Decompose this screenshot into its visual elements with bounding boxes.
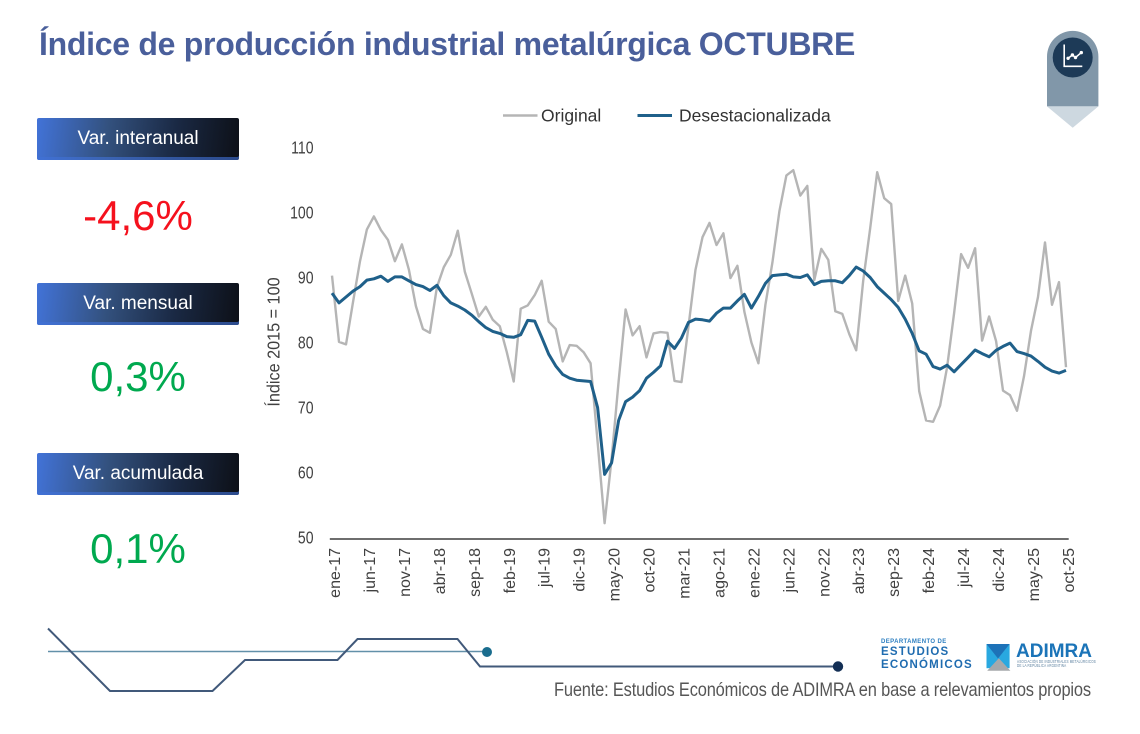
- svg-text:mar-21: mar-21: [677, 548, 694, 599]
- svg-text:feb-24: feb-24: [921, 548, 938, 593]
- svg-text:80: 80: [298, 333, 314, 353]
- svg-text:jun-17: jun-17: [362, 548, 379, 594]
- svg-text:dic-19: dic-19: [572, 548, 589, 592]
- svg-text:may-25: may-25: [1026, 548, 1043, 601]
- svg-text:90: 90: [298, 268, 314, 288]
- svg-text:50: 50: [298, 528, 314, 548]
- svg-text:nov-22: nov-22: [816, 548, 833, 597]
- svg-text:dic-24: dic-24: [991, 548, 1008, 592]
- svg-text:Desestacionalizada: Desestacionalizada: [679, 106, 831, 126]
- svg-text:sep-18: sep-18: [467, 548, 484, 597]
- svg-text:oct-25: oct-25: [1061, 548, 1078, 593]
- svg-text:jul-24: jul-24: [956, 548, 973, 588]
- svg-text:60: 60: [298, 463, 314, 483]
- svg-text:may-20: may-20: [607, 548, 624, 601]
- svg-text:abr-23: abr-23: [851, 548, 868, 594]
- svg-text:ago-21: ago-21: [712, 548, 729, 598]
- svg-text:jul-19: jul-19: [537, 548, 554, 588]
- svg-text:abr-18: abr-18: [432, 548, 449, 594]
- svg-text:ene-17: ene-17: [327, 548, 344, 598]
- svg-text:Índice 2015 = 100: Índice 2015 = 100: [264, 277, 284, 406]
- svg-text:jun-22: jun-22: [781, 548, 798, 594]
- svg-text:sep-23: sep-23: [886, 548, 903, 597]
- svg-text:100: 100: [290, 203, 313, 223]
- svg-text:ene-22: ene-22: [746, 548, 763, 598]
- svg-text:nov-17: nov-17: [397, 548, 414, 597]
- svg-text:oct-20: oct-20: [642, 548, 659, 593]
- svg-text:feb-19: feb-19: [502, 548, 519, 593]
- svg-text:70: 70: [298, 398, 314, 418]
- svg-text:Original: Original: [541, 106, 601, 126]
- svg-text:110: 110: [291, 138, 313, 158]
